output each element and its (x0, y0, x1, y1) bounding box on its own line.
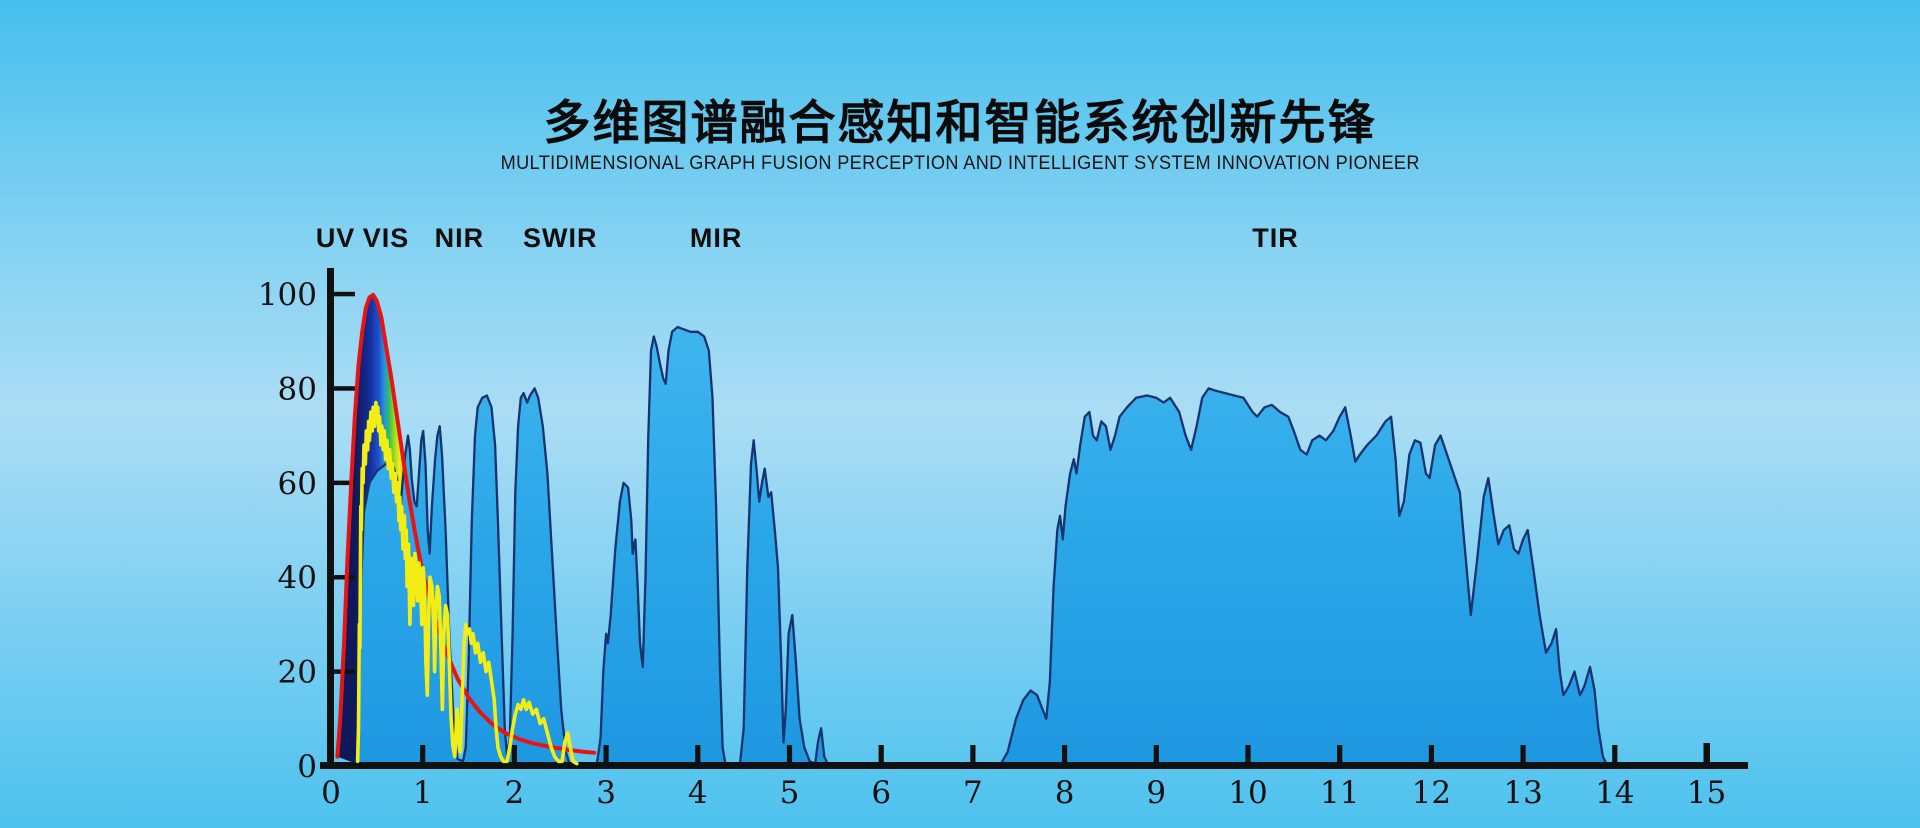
x-tick-label-4: 4 (688, 775, 708, 811)
band-label-tir: TIR (1252, 223, 1299, 253)
x-tick-label-9: 9 (1146, 775, 1166, 811)
y-tick-label-40: 40 (278, 560, 317, 596)
x-tick-10 (1245, 745, 1251, 762)
x-tick-label-11: 11 (1320, 775, 1359, 811)
x-tick-1 (420, 745, 426, 762)
page-subtitle-row: MULTIDIMENSIONAL GRAPH FUSION PERCEPTION… (0, 152, 1920, 175)
x-tick-label-15: 15 (1687, 775, 1726, 811)
y-tick-40 (334, 575, 355, 580)
x-tick-label-7: 7 (963, 775, 983, 811)
x-tick-13 (1520, 745, 1526, 762)
x-tick-label-8: 8 (1055, 775, 1075, 811)
x-tick-12 (1428, 745, 1434, 762)
x-tick-6 (878, 745, 884, 762)
x-tick-label-1: 1 (413, 775, 433, 811)
x-tick-7 (970, 745, 976, 762)
x-tick-label-0: 0 (321, 775, 341, 811)
y-tick-100 (334, 291, 355, 297)
ground-solar-spectrum-curve (355, 400, 579, 766)
band-label-nir: NIR (435, 223, 485, 253)
band-label-vis: VIS (363, 223, 410, 253)
x-tick-3 (603, 745, 609, 762)
y-tick-60 (334, 480, 355, 486)
page-title: 多维图谱融合感知和智能系统创新先锋 (543, 96, 1377, 149)
band-label-mir: MIR (690, 223, 743, 253)
page-subtitle: MULTIDIMENSIONAL GRAPH FUSION PERCEPTION… (500, 152, 1420, 174)
y-tick-80 (334, 386, 355, 391)
x-tick-label-10: 10 (1228, 775, 1267, 811)
band-label-swir: SWIR (523, 223, 598, 253)
x-tick-14 (1612, 745, 1618, 762)
x-tick-9 (1153, 745, 1159, 762)
x-tick-label-5: 5 (780, 775, 800, 811)
x-tick-label-2: 2 (505, 775, 525, 811)
x-axis-line (320, 762, 1748, 769)
y-tick-label-100: 100 (258, 277, 317, 313)
x-tick-label-14: 14 (1595, 775, 1634, 811)
band-label-uv: UV (316, 223, 356, 253)
x-axis-end-cap (1703, 743, 1710, 769)
y-tick-label-0: 0 (297, 749, 317, 785)
x-tick-4 (695, 745, 701, 762)
y-tick-label-20: 20 (278, 655, 317, 691)
x-tick-label-12: 12 (1412, 775, 1451, 811)
transmission-windows-area (355, 325, 1609, 768)
x-tick-2 (511, 745, 517, 762)
x-tick-label-6: 6 (871, 775, 891, 811)
x-tick-8 (1062, 745, 1068, 762)
y-tick-label-60: 60 (278, 466, 317, 502)
x-tick-5 (786, 745, 793, 762)
y-axis-line (327, 268, 334, 769)
y-tick-label-80: 80 (278, 371, 317, 407)
x-tick-11 (1337, 745, 1343, 762)
x-tick-label-3: 3 (596, 775, 616, 811)
x-tick-label-13: 13 (1503, 775, 1542, 811)
